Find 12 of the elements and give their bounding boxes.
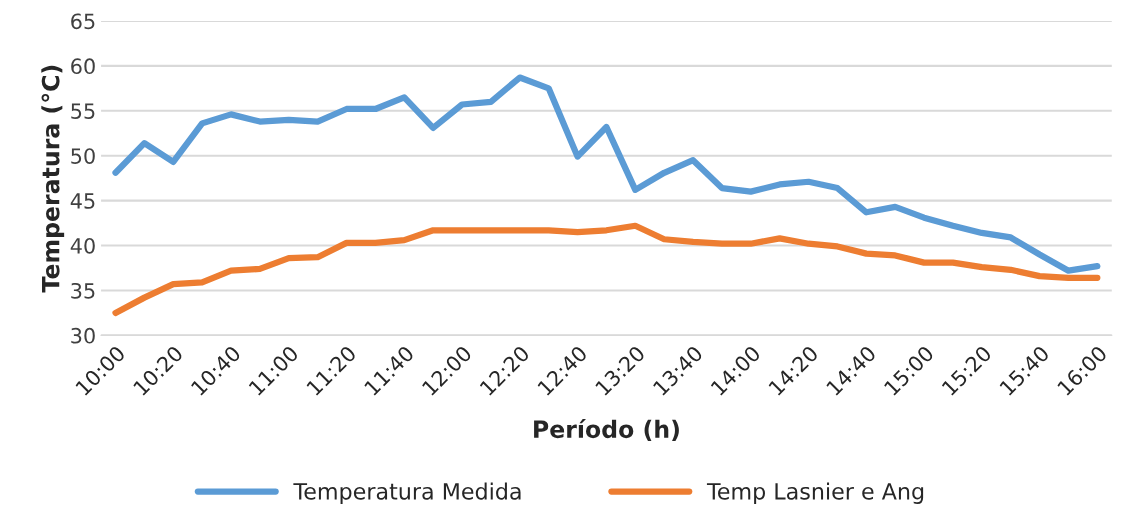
y-tick-label: 50 xyxy=(71,148,95,164)
y-tick-label: 35 xyxy=(71,282,95,299)
y-tick-label: 30 xyxy=(71,327,95,344)
legend-label: Temp Lasnier e Ang xyxy=(706,482,924,504)
y-tick-label: 65 xyxy=(71,13,95,30)
y-axis-title: Temperatura (°C) xyxy=(41,65,65,293)
y-tick-label: 55 xyxy=(71,103,95,119)
legend-label: Temperatura Medida xyxy=(293,482,521,504)
y-tick-label: 60 xyxy=(71,58,95,75)
x-axis-title: Período (h) xyxy=(534,418,679,441)
y-tick-label: 45 xyxy=(70,193,95,209)
y-tick-label: 40 xyxy=(70,237,95,254)
